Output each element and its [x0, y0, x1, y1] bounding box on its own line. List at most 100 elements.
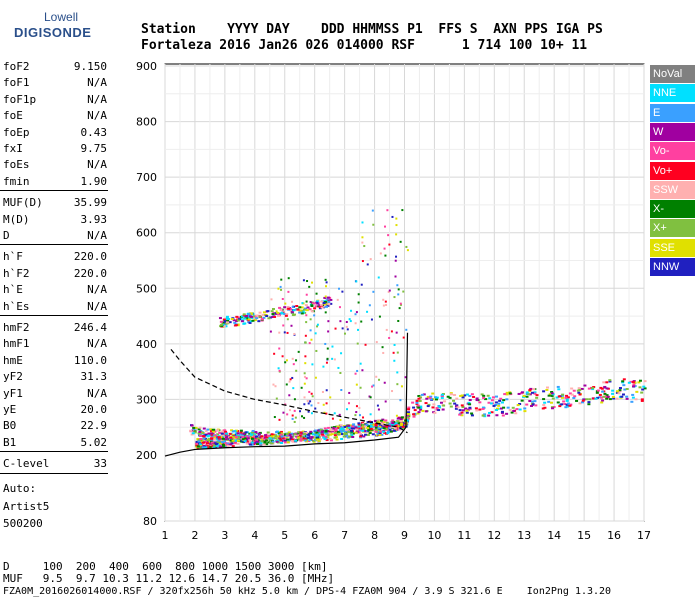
param-key: yE: [3, 403, 17, 416]
echo-point: [219, 436, 223, 439]
echo-point: [302, 279, 305, 282]
echo-point: [605, 394, 609, 397]
echo-point: [550, 391, 554, 394]
echo-point: [366, 421, 370, 424]
param-row-10: D N/A: [3, 229, 107, 243]
echo-point: [202, 427, 206, 430]
echo-point: [325, 412, 328, 415]
echo-point: [278, 306, 282, 309]
x-tick-label: 8: [371, 529, 378, 542]
echo-point: [309, 400, 312, 403]
echo-point: [199, 444, 203, 447]
echo-point: [380, 433, 384, 436]
echo-point: [372, 426, 376, 429]
echo-point: [213, 444, 217, 447]
echo-point: [535, 394, 539, 397]
echo-point: [397, 293, 400, 296]
echo-point: [261, 313, 265, 316]
echo-point: [324, 311, 327, 314]
echo-point: [452, 399, 456, 402]
echo-point: [298, 311, 302, 314]
echo-point: [191, 432, 195, 435]
echo-point: [347, 426, 351, 429]
echo-point: [206, 442, 210, 445]
param-key: h`E: [3, 283, 23, 297]
echo-point: [369, 422, 373, 425]
echo-point: [429, 395, 433, 398]
param-separator: [0, 244, 108, 246]
echo-point: [246, 315, 250, 318]
echo-point: [600, 396, 604, 399]
echo-point: [350, 427, 354, 430]
echo-point: [382, 425, 386, 428]
echo-point: [336, 425, 340, 428]
echo-point: [280, 441, 284, 444]
echo-point: [238, 435, 242, 438]
echo-point: [358, 414, 361, 417]
echo-point: [500, 410, 504, 413]
echo-point: [361, 421, 365, 424]
echo-point: [564, 406, 568, 409]
echo-point: [213, 430, 217, 433]
echo-point: [258, 436, 262, 439]
echo-point: [533, 391, 537, 394]
echo-point: [399, 419, 403, 422]
echo-point: [472, 395, 476, 398]
echo-point: [354, 372, 357, 375]
echo-point: [550, 406, 554, 409]
echo-point: [363, 430, 367, 433]
echo-point: [550, 401, 554, 404]
echo-point: [326, 434, 330, 437]
echo-point: [199, 443, 203, 446]
echo-point: [352, 423, 356, 426]
echo-point: [455, 404, 459, 407]
echo-point: [376, 420, 380, 423]
echo-point: [231, 439, 235, 442]
param-separator: [0, 472, 108, 474]
echo-point: [565, 403, 569, 406]
echo-point: [372, 384, 375, 387]
param-row-16: hmF1 N/A: [3, 337, 107, 351]
echo-point: [384, 300, 387, 303]
echo-point: [355, 411, 358, 414]
echo-point: [429, 398, 433, 401]
echo-point: [306, 436, 310, 439]
echo-point: [237, 316, 241, 319]
echo-point: [556, 401, 560, 404]
echo-point: [311, 281, 314, 284]
echo-point: [384, 254, 387, 257]
echo-point: [293, 313, 297, 316]
echo-point: [205, 440, 209, 443]
echo-point: [323, 427, 327, 430]
echo-point: [349, 320, 352, 323]
echo-point: [214, 434, 218, 437]
echo-point: [339, 424, 343, 427]
echo-point: [455, 397, 459, 400]
echo-point: [361, 424, 365, 427]
echo-point: [249, 432, 253, 435]
echo-point: [378, 432, 382, 435]
echo-point: [547, 394, 551, 397]
echo-point: [495, 395, 499, 398]
echo-point: [221, 430, 225, 433]
echo-point: [286, 331, 289, 334]
echo-point: [488, 397, 492, 400]
echo-point: [598, 393, 602, 396]
param-key: yF2: [3, 370, 23, 384]
echo-point: [487, 401, 491, 404]
echo-point: [283, 312, 287, 315]
echo-point: [364, 433, 368, 436]
echo-point: [615, 397, 619, 400]
echo-point: [224, 438, 228, 441]
echo-point: [357, 301, 360, 304]
echo-point: [317, 402, 320, 405]
echo-point: [277, 367, 280, 370]
param-row-15: hmF2 246.4: [3, 321, 107, 335]
echo-point: [285, 432, 289, 435]
x-tick-label: 13: [517, 529, 531, 542]
echo-point: [502, 399, 506, 402]
echo-point: [454, 405, 458, 408]
echo-point: [372, 223, 375, 226]
echo-point: [379, 430, 383, 433]
header-values: Fortaleza 2016 Jan26 026 014000 RSF 1 71…: [141, 38, 588, 53]
